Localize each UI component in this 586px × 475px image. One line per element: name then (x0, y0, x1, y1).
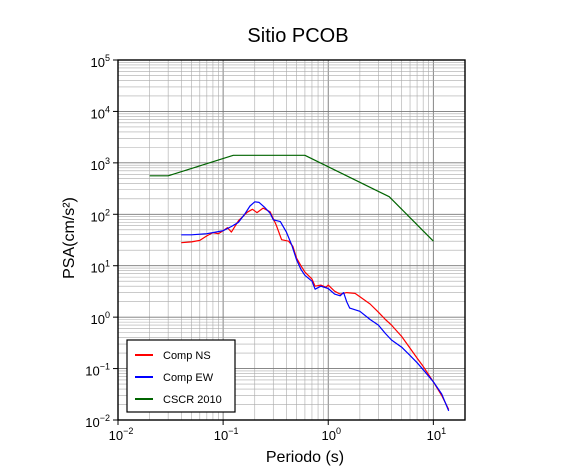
y-tick-label: 101 (91, 259, 110, 276)
series-line-cscr-2010 (149, 154, 434, 242)
x-tick-label: 101 (427, 426, 446, 443)
plot-frame (117, 59, 466, 421)
chart-title: Sitio PCOB (247, 25, 348, 47)
y-tick-label: 102 (91, 207, 110, 224)
y-tick-label: 103 (91, 156, 110, 173)
legend-label-cscr-2010: CSCR 2010 (163, 394, 222, 406)
legend-label-comp-ew: Comp EW (163, 372, 214, 384)
grid-lines (117, 59, 466, 421)
x-tick-label: 10−2 (109, 426, 134, 443)
y-axis-label: PSA(cm/s²) (61, 197, 78, 279)
y-tick-label: 100 (91, 310, 110, 327)
y-tick-label: 105 (91, 53, 110, 70)
y-tick-label: 10−2 (85, 413, 110, 430)
data-series (149, 154, 450, 412)
legend-label-comp-ns: Comp NS (163, 350, 211, 362)
x-tick-label: 10−1 (214, 426, 239, 443)
axis-ticks: 10−2 10−1 100 101 10−2 10−1 100 101 102 103 104 105 (85, 53, 446, 443)
series-line-comp-ns (181, 207, 450, 410)
legend: Comp NS Comp EW CSCR 2010 (126, 339, 236, 413)
y-tick-label: 104 (91, 104, 110, 121)
x-tick-label: 100 (321, 426, 340, 443)
y-tick-label: 10−1 (85, 362, 110, 379)
series-line-comp-ew (181, 201, 450, 412)
x-axis-label: Periodo (s) (266, 449, 344, 466)
